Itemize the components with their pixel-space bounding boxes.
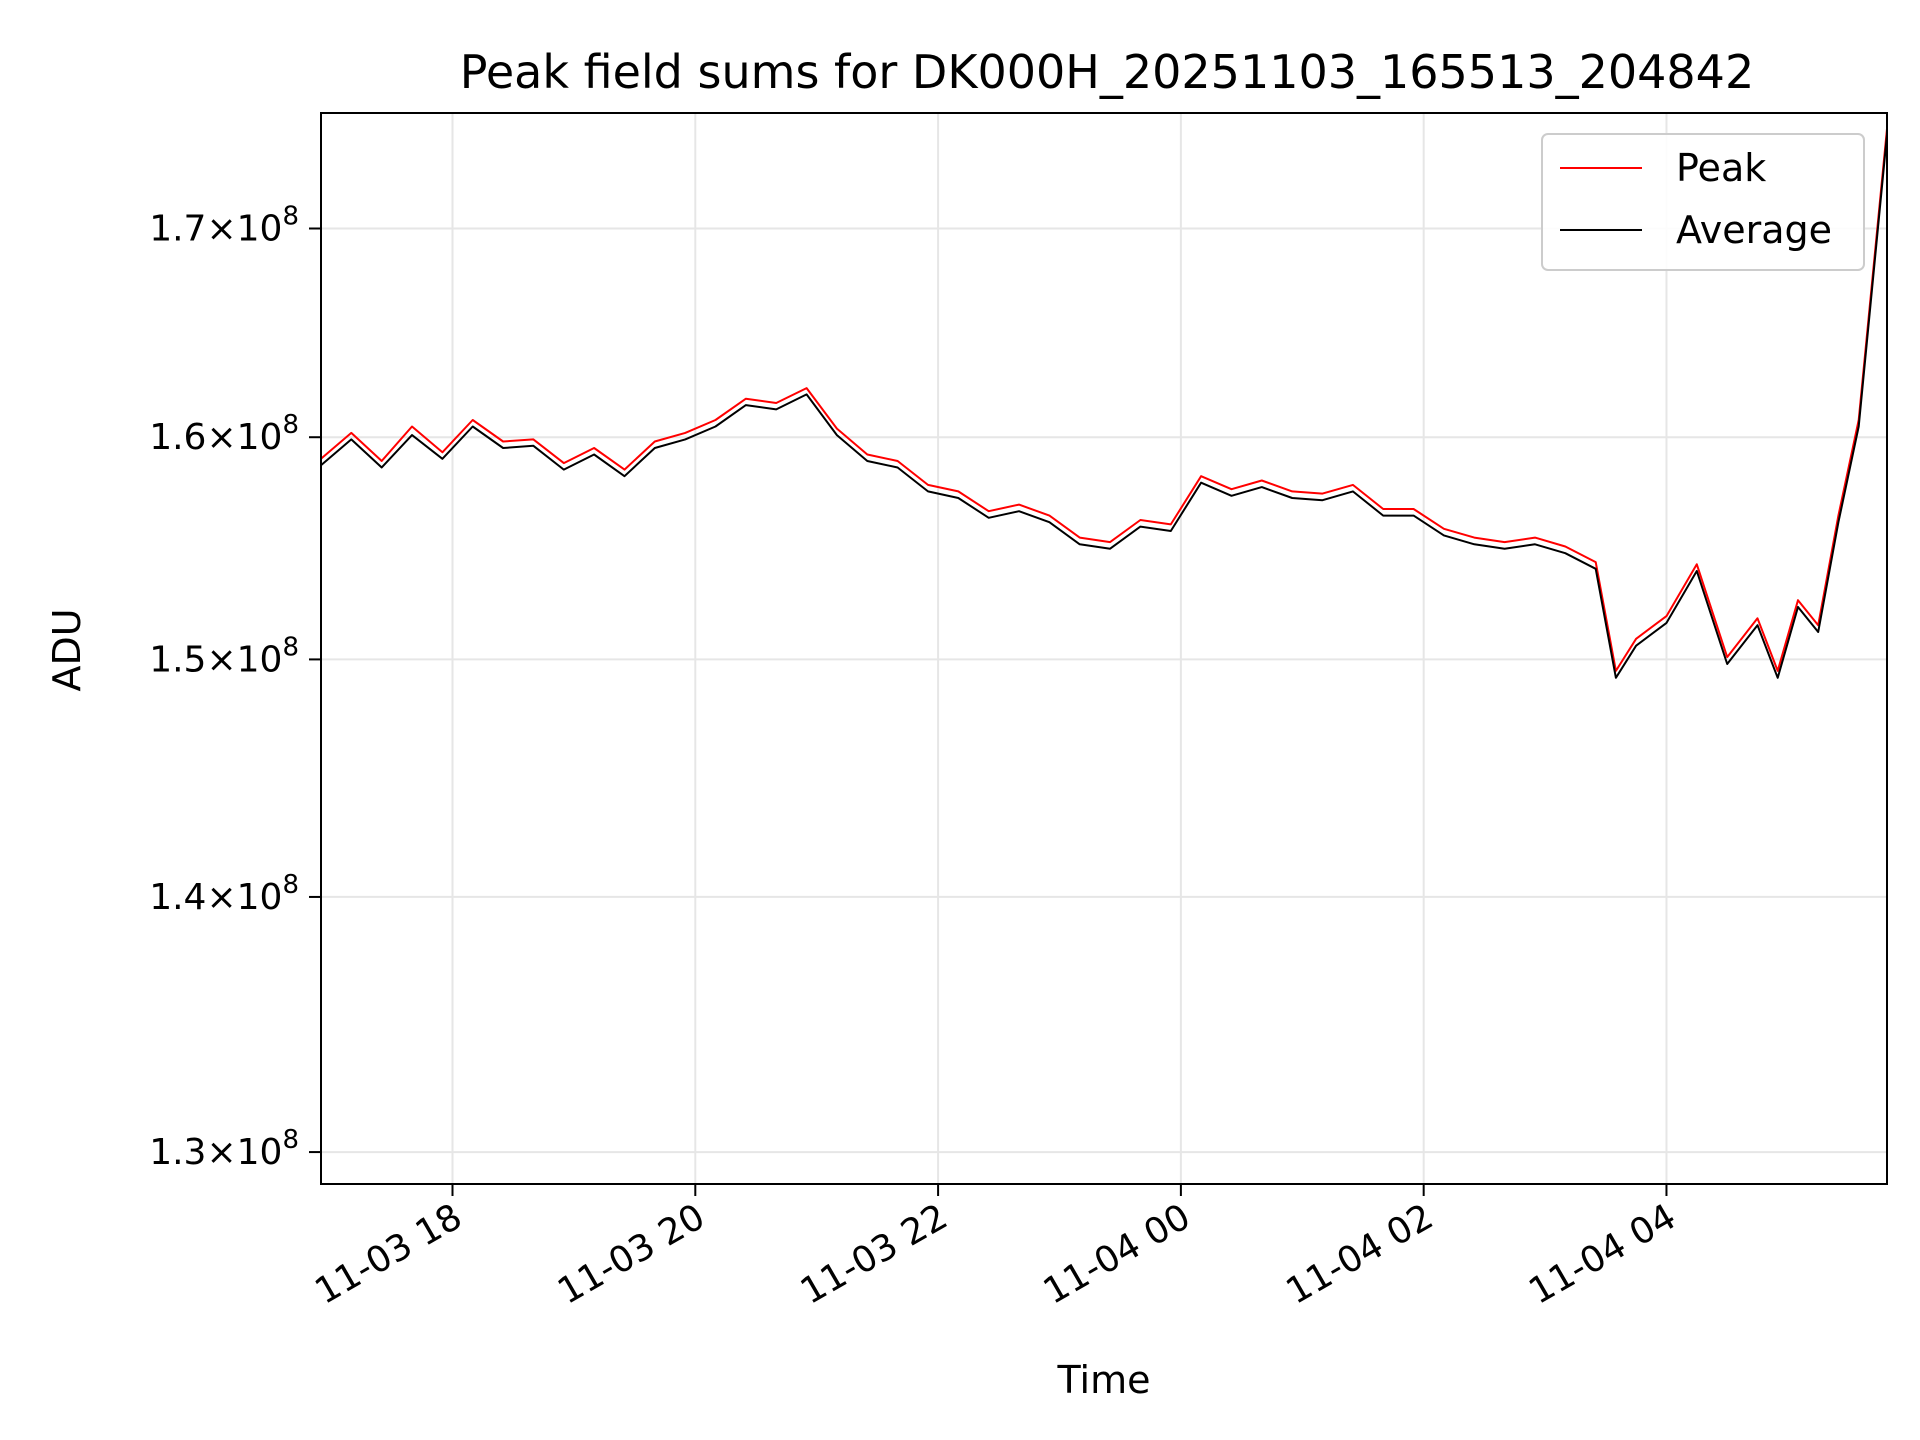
y-tick-label: 1.3×108 xyxy=(149,1125,299,1173)
chart-title: Peak field sums for DK000H_20251103_1655… xyxy=(460,45,1754,99)
legend-label-average: Average xyxy=(1676,208,1832,252)
y-axis-ticks: 1.3×108 1.4×108 1.5×108 1.6×108 1.7×108 xyxy=(149,202,321,1173)
y-tick-label: 1.4×108 xyxy=(149,870,299,918)
x-axis-title: Time xyxy=(1057,1358,1151,1402)
y-tick-label: 1.5×108 xyxy=(149,632,299,680)
series-line-average xyxy=(320,134,1888,679)
legend: Peak Average xyxy=(1541,133,1865,271)
y-tick-label: 1.6×108 xyxy=(149,410,299,458)
series-lines xyxy=(320,128,1888,679)
legend-label-peak: Peak xyxy=(1676,146,1766,190)
y-tick-label: 1.7×108 xyxy=(149,202,299,250)
series-line-peak xyxy=(320,128,1888,672)
plot-area-frame xyxy=(320,112,1888,1185)
y-axis-title: ADU xyxy=(45,608,89,691)
